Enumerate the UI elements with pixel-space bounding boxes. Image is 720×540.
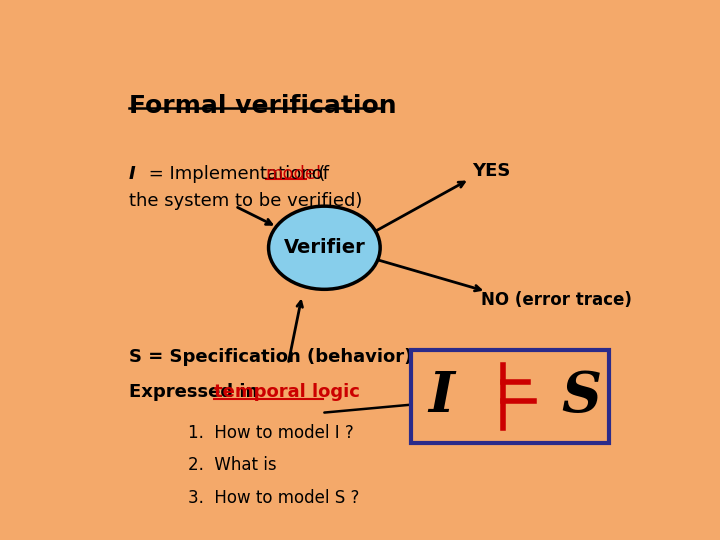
- Text: 3.  How to model S ?: 3. How to model S ?: [188, 489, 359, 507]
- Text: I: I: [428, 369, 454, 424]
- Circle shape: [269, 206, 380, 289]
- FancyBboxPatch shape: [411, 349, 609, 443]
- Text: 2.  What is: 2. What is: [188, 456, 276, 475]
- Text: NO (error trace): NO (error trace): [481, 291, 631, 309]
- Text: temporal logic: temporal logic: [214, 383, 360, 401]
- Text: Formal verification: Formal verification: [129, 94, 397, 118]
- Text: YES: YES: [472, 162, 510, 180]
- Text: model: model: [266, 165, 322, 183]
- Text: S: S: [561, 369, 601, 424]
- Text: the system to be verified): the system to be verified): [129, 192, 362, 210]
- Text: Verifier: Verifier: [284, 238, 365, 257]
- Text: Expressed in: Expressed in: [129, 383, 264, 401]
- Text: S = Specification (behavior): S = Specification (behavior): [129, 348, 413, 366]
- Text: I: I: [129, 165, 136, 183]
- Text: 1.  How to model I ?: 1. How to model I ?: [188, 424, 354, 442]
- Text: of: of: [306, 165, 329, 183]
- Text: = Implementation (: = Implementation (: [143, 165, 325, 183]
